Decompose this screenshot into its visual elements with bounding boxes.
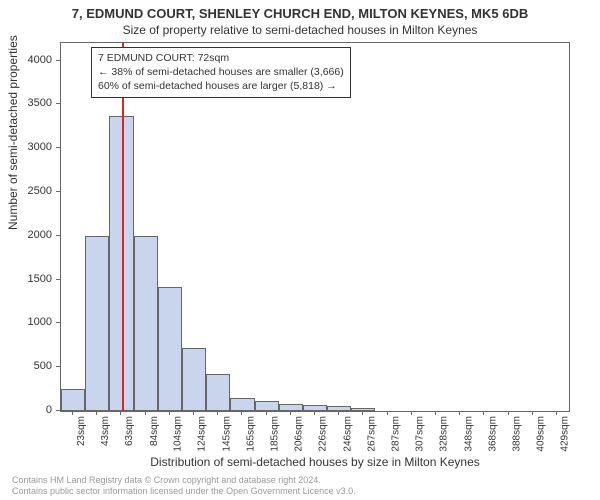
x-tick-mark [145, 411, 146, 415]
x-tick-label: 104sqm [173, 416, 184, 452]
page-title: 7, EDMUND COURT, SHENLEY CHURCH END, MIL… [0, 0, 600, 21]
x-tick-label: 246sqm [342, 416, 353, 452]
x-tick-label: 84sqm [149, 416, 160, 446]
y-tick-label: 500 [34, 360, 52, 372]
y-tick-label: 2500 [28, 185, 52, 197]
x-tick-mark [217, 411, 218, 415]
chart-container: 7, EDMUND COURT, SHENLEY CHURCH END, MIL… [0, 0, 600, 500]
x-tick-label: 348sqm [463, 416, 474, 452]
reference-line [122, 43, 124, 411]
x-tick-label: 388sqm [512, 416, 523, 452]
x-tick-label: 63sqm [124, 416, 135, 446]
x-tick-label: 206sqm [294, 416, 305, 452]
histogram-bar [158, 287, 182, 411]
histogram-bar [279, 404, 303, 411]
footer-line1: Contains HM Land Registry data © Crown c… [12, 475, 356, 486]
bars-group [61, 43, 569, 411]
footer-line2: Contains public sector information licen… [12, 486, 356, 497]
x-tick-mark [556, 411, 557, 415]
y-tick-label: 3000 [28, 141, 52, 153]
x-tick-label: 368sqm [487, 416, 498, 452]
x-tick-mark [459, 411, 460, 415]
histogram-bar [134, 236, 158, 411]
x-tick-mark [96, 411, 97, 415]
histogram-bar [61, 389, 85, 411]
x-tick-mark [193, 411, 194, 415]
histogram-bar [255, 401, 279, 411]
x-tick-mark [411, 411, 412, 415]
x-tick-label: 409sqm [536, 416, 547, 452]
x-tick-label: 185sqm [270, 416, 281, 452]
x-tick-mark [314, 411, 315, 415]
x-tick-label: 43sqm [100, 416, 111, 446]
x-tick-mark [387, 411, 388, 415]
annotation-line1: 7 EDMUND COURT: 72sqm [98, 51, 344, 65]
x-tick-mark [290, 411, 291, 415]
x-tick-mark [241, 411, 242, 415]
histogram-bar [206, 374, 230, 411]
y-tick-label: 1500 [28, 273, 52, 285]
plot-area: 7 EDMUND COURT: 72sqm ← 38% of semi-deta… [60, 42, 570, 412]
annotation-line3: 60% of semi-detached houses are larger (… [98, 79, 344, 93]
annotation-box: 7 EDMUND COURT: 72sqm ← 38% of semi-deta… [91, 47, 351, 98]
x-tick-mark [266, 411, 267, 415]
x-tick-label: 429sqm [560, 416, 571, 452]
x-tick-label: 124sqm [197, 416, 208, 452]
histogram-bar [182, 348, 206, 411]
page-subtitle: Size of property relative to semi-detach… [0, 21, 600, 37]
y-axis-ticks: 05001000150020002500300035004000 [0, 42, 56, 412]
y-tick-label: 4000 [28, 54, 52, 66]
x-tick-mark [483, 411, 484, 415]
x-tick-mark [362, 411, 363, 415]
histogram-bar [351, 408, 375, 412]
x-tick-label: 165sqm [245, 416, 256, 452]
x-tick-label: 287sqm [391, 416, 402, 452]
x-tick-label: 267sqm [366, 416, 377, 452]
histogram-bar [85, 236, 109, 411]
annotation-line2: ← 38% of semi-detached houses are smalle… [98, 65, 344, 79]
y-tick-label: 0 [46, 404, 52, 416]
histogram-bar [327, 406, 351, 411]
x-tick-label: 23sqm [76, 416, 87, 446]
x-tick-mark [169, 411, 170, 415]
histogram-bar [230, 398, 254, 411]
x-tick-label: 307sqm [415, 416, 426, 452]
x-tick-mark [532, 411, 533, 415]
x-axis-label: Distribution of semi-detached houses by … [60, 455, 570, 469]
y-tick-label: 3500 [28, 97, 52, 109]
x-tick-label: 226sqm [318, 416, 329, 452]
y-tick-label: 2000 [28, 229, 52, 241]
x-tick-mark [435, 411, 436, 415]
x-tick-mark [508, 411, 509, 415]
x-tick-mark [72, 411, 73, 415]
x-tick-mark [120, 411, 121, 415]
x-tick-mark [338, 411, 339, 415]
x-tick-label: 145sqm [221, 416, 232, 452]
x-tick-label: 328sqm [439, 416, 450, 452]
footer-text: Contains HM Land Registry data © Crown c… [12, 475, 356, 497]
y-tick-label: 1000 [28, 316, 52, 328]
